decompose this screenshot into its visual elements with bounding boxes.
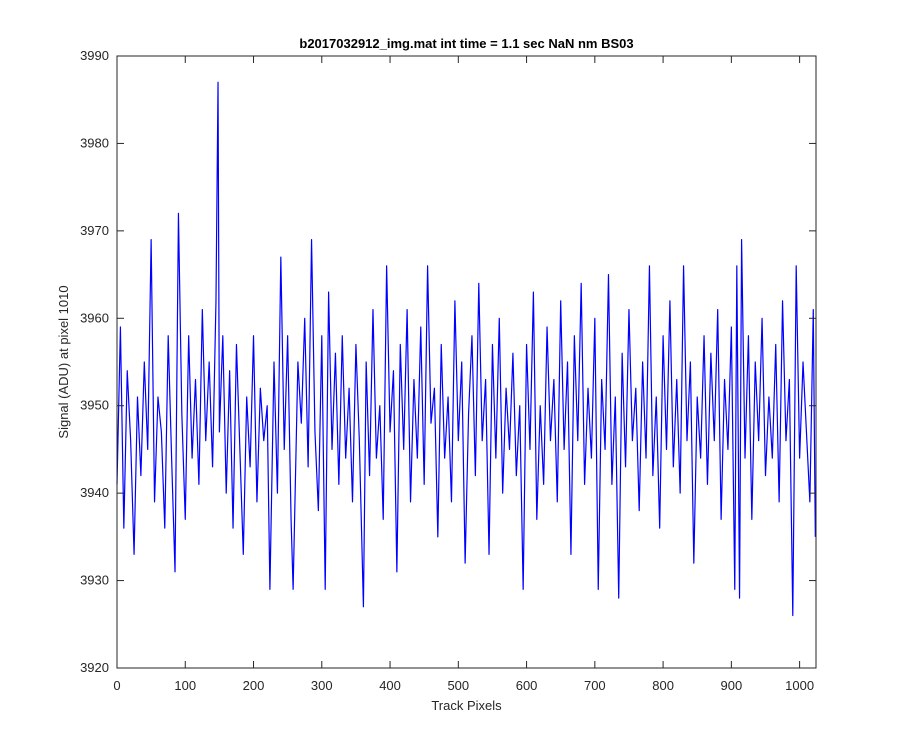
x-tick-label: 600 [516,678,538,693]
y-tick-label: 3940 [80,485,109,500]
y-tick-label: 3970 [80,223,109,238]
x-tick-label: 300 [311,678,333,693]
tick-layer: 0 100 200 300 400 500 600 700 800 900 1000 3920 3930… [80,48,816,693]
y-axis-label: Signal (ADU) at pixel 1010 [56,285,71,438]
axes-box [116,55,817,669]
signal-line [116,81,816,617]
x-tick-label: 400 [379,678,401,693]
x-tick-label: 700 [584,678,606,693]
y-tick-label: 3990 [80,48,109,63]
series-layer [116,81,816,617]
chart-title: b2017032912_img.mat int time = 1.1 sec N… [299,36,633,51]
y-tick-label: 3960 [80,310,109,325]
y-tick-label: 3980 [80,135,109,150]
x-tick-label: 200 [243,678,265,693]
x-tick-label: 1000 [785,678,814,693]
x-tick-label: 500 [447,678,469,693]
y-tick-label: 3950 [80,398,109,413]
x-tick-label: 100 [174,678,196,693]
x-axis-label: Track Pixels [431,698,502,713]
x-tick-label: 900 [721,678,743,693]
x-tick-label: 0 [113,678,120,693]
y-tick-label: 3920 [80,660,109,675]
x-tick-label: 800 [652,678,674,693]
plot-background [117,56,816,668]
y-tick-label: 3930 [80,573,109,588]
